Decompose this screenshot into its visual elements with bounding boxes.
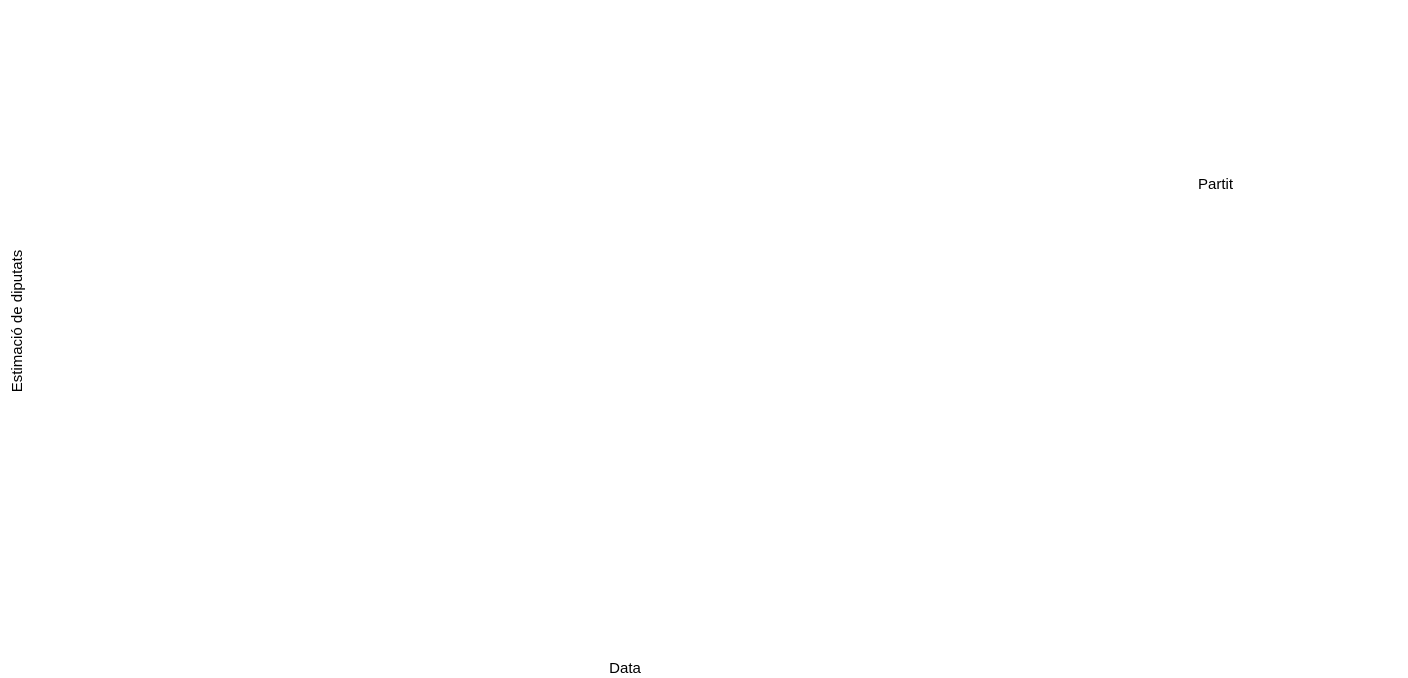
legend-title: Partit [1198,176,1234,193]
x-axis-title: Data [609,660,641,677]
y-axis-title: Estimació de diputats [9,250,26,393]
